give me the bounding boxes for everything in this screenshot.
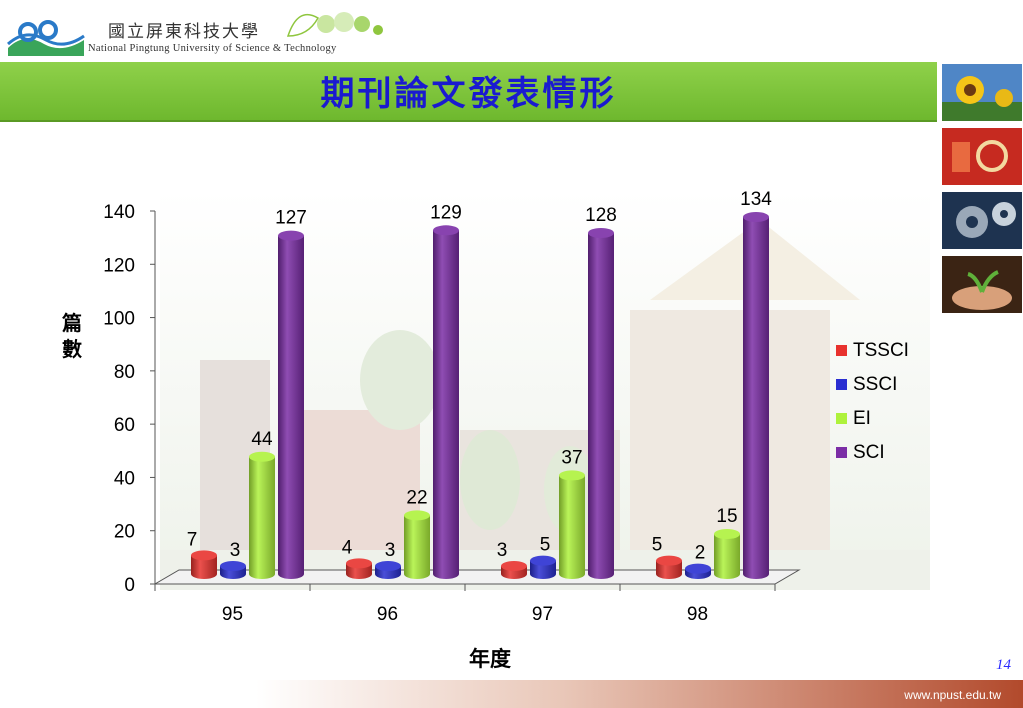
university-logo [7, 20, 85, 56]
bar-tssci-96 [346, 558, 372, 579]
bar-sci-97 [588, 227, 614, 579]
gears-photo [942, 192, 1022, 249]
data-label-ei: 44 [251, 429, 273, 450]
data-label-ssci: 2 [695, 543, 706, 564]
data-label-ei: 15 [716, 506, 737, 527]
legend-swatch-ssci [836, 379, 847, 390]
bar-ssci-96 [375, 561, 401, 579]
decorative-leaf-dots [286, 12, 383, 37]
legend-label-tssci: TSSCI [853, 340, 909, 361]
legend-swatch-tssci [836, 345, 847, 356]
slide-title: 期刊論文發表情形 [320, 74, 617, 114]
x-tick-label: 96 [377, 604, 398, 625]
x-axis-label: 年度 [469, 647, 511, 671]
y-tick-label: 40 [114, 468, 135, 489]
data-label-sci: 127 [275, 208, 307, 229]
legend-swatch-sci [836, 447, 847, 458]
y-tick-label: 20 [114, 522, 135, 543]
bar-sci-95 [278, 230, 304, 579]
data-label-tssci: 7 [187, 529, 198, 550]
chart-floor [153, 569, 801, 585]
x-tick-label: 97 [532, 604, 553, 625]
y-tick-label: 100 [103, 309, 135, 330]
title-band [0, 62, 937, 122]
x-tick-label: 95 [222, 604, 243, 625]
header: 國立屏東科技大學 National Pingtung University of… [0, 0, 1023, 62]
bar-ei-95 [249, 451, 275, 579]
bar-tssci-95 [191, 550, 217, 579]
school-name-english: National Pingtung University of Science … [88, 43, 337, 54]
data-label-tssci: 4 [342, 537, 353, 558]
page-number: 14 [996, 657, 1011, 673]
data-label-ssci: 3 [230, 540, 241, 561]
bar-ei-97 [559, 470, 585, 579]
side-photo-strip [942, 64, 1022, 320]
data-label-tssci: 3 [497, 540, 508, 561]
bar-ei-98 [714, 529, 740, 579]
y-axis-label: 篇數 [61, 311, 82, 361]
bar-ssci-98 [685, 563, 711, 579]
data-label-ei: 22 [406, 487, 427, 508]
y-tick-label: 60 [114, 415, 135, 436]
bar-sci-98 [743, 211, 769, 579]
data-label-tssci: 5 [652, 535, 663, 556]
legend-label-ssci: SSCI [853, 374, 897, 395]
bar-sci-96 [433, 225, 459, 580]
data-label-sci: 128 [585, 205, 617, 226]
data-label-ei: 37 [561, 447, 582, 468]
footer-bar [0, 680, 1023, 708]
bar-tssci-97 [501, 561, 527, 579]
footer-url: www.npust.edu.tw [904, 688, 1001, 702]
y-tick-label: 0 [124, 575, 135, 596]
data-label-ssci: 3 [385, 540, 396, 561]
bar-ssci-97 [530, 555, 556, 579]
legend-label-ei: EI [853, 408, 871, 429]
bar-tssci-98 [656, 555, 682, 579]
seedling-hands-photo [942, 256, 1022, 313]
data-label-sci: 134 [740, 189, 772, 210]
data-label-ssci: 5 [540, 535, 551, 556]
x-tick-label: 98 [687, 604, 708, 625]
red-machinery-photo [942, 128, 1022, 185]
sunflower-photo [942, 64, 1022, 121]
y-tick-label: 140 [103, 202, 135, 223]
y-tick-label: 120 [103, 255, 135, 276]
school-name-chinese: 國立屏東科技大學 [108, 22, 260, 42]
legend-label-sci: SCI [853, 442, 885, 463]
y-tick-label: 80 [114, 362, 135, 383]
data-label-sci: 129 [430, 202, 462, 223]
legend-swatch-ei [836, 413, 847, 424]
bar-ssci-95 [220, 561, 246, 579]
bar-ei-96 [404, 510, 430, 579]
